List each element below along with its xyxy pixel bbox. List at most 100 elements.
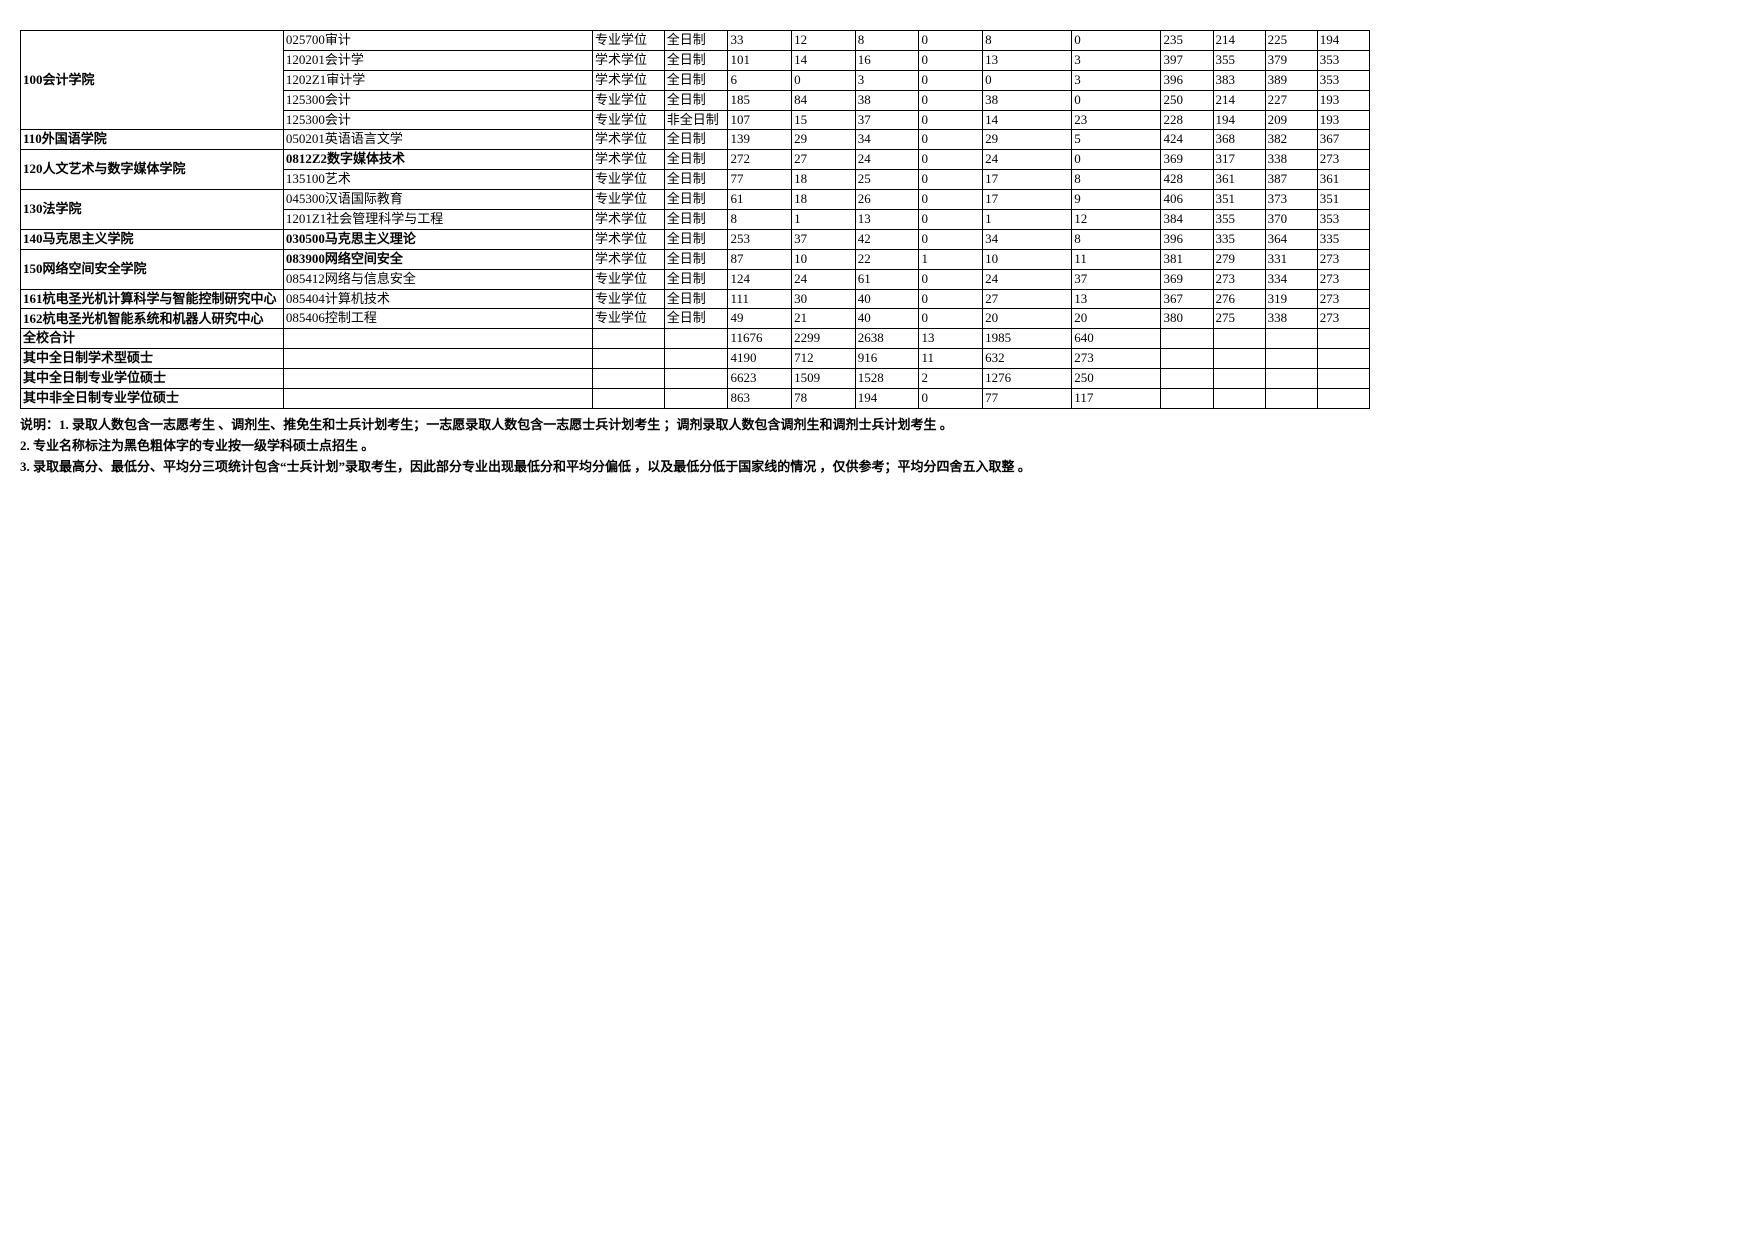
value-cell [1161,369,1213,389]
value-cell: 38 [855,90,919,110]
value-cell: 3 [855,70,919,90]
study-mode-cell: 全日制 [664,170,728,190]
value-cell: 13 [983,50,1072,70]
value-cell: 21 [792,309,856,329]
value-cell: 0 [919,389,983,409]
table-row: 162杭电圣光机智能系统和机器人研究中心085406控制工程专业学位全日制492… [21,309,1370,329]
dept-cell: 100会计学院 [21,31,284,130]
value-cell: 276 [1213,289,1265,309]
value-cell: 0 [919,309,983,329]
degree-type-cell: 专业学位 [593,110,665,130]
empty-cell [664,369,728,389]
value-cell: 10 [983,249,1072,269]
value-cell: 0 [919,150,983,170]
value-cell: 214 [1213,90,1265,110]
value-cell: 124 [728,269,792,289]
value-cell: 338 [1265,309,1317,329]
note-line: 说明：1. 录取人数包含一志愿考生 、调剂生、推免生和士兵计划考生；一志愿录取人… [20,415,1370,436]
value-cell: 863 [728,389,792,409]
value-cell: 29 [792,130,856,150]
empty-cell [664,349,728,369]
value-cell: 139 [728,130,792,150]
value-cell: 0 [919,210,983,230]
study-mode-cell: 全日制 [664,210,728,230]
degree-type-cell: 学术学位 [593,229,665,249]
empty-cell [283,329,592,349]
value-cell: 2299 [792,329,856,349]
value-cell: 351 [1213,190,1265,210]
value-cell: 14 [792,50,856,70]
value-cell: 10 [792,249,856,269]
value-cell: 8 [983,31,1072,51]
value-cell: 273 [1317,269,1369,289]
degree-type-cell: 专业学位 [593,170,665,190]
value-cell: 13 [919,329,983,349]
value-cell: 8 [1072,170,1161,190]
value-cell: 0 [919,130,983,150]
value-cell: 250 [1072,369,1161,389]
value-cell: 61 [855,269,919,289]
value-cell: 25 [855,170,919,190]
value-cell: 18 [792,190,856,210]
value-cell: 355 [1213,210,1265,230]
value-cell [1213,329,1265,349]
value-cell: 24 [983,150,1072,170]
value-cell: 61 [728,190,792,210]
value-cell: 0 [919,289,983,309]
value-cell [1213,349,1265,369]
major-cell: 135100艺术 [283,170,592,190]
summary-label: 其中全日制专业学位硕士 [21,369,284,389]
value-cell: 355 [1213,50,1265,70]
value-cell: 34 [983,229,1072,249]
value-cell: 382 [1265,130,1317,150]
value-cell: 193 [1317,110,1369,130]
value-cell: 225 [1265,31,1317,51]
value-cell [1161,349,1213,369]
empty-cell [664,329,728,349]
value-cell: 16 [855,50,919,70]
degree-type-cell: 专业学位 [593,269,665,289]
study-mode-cell: 全日制 [664,269,728,289]
value-cell: 111 [728,289,792,309]
value-cell: 194 [1213,110,1265,130]
major-cell: 085404计算机技术 [283,289,592,309]
value-cell: 0 [1072,150,1161,170]
value-cell: 361 [1317,170,1369,190]
value-cell [1265,389,1317,409]
study-mode-cell: 全日制 [664,249,728,269]
value-cell: 632 [983,349,1072,369]
value-cell: 84 [792,90,856,110]
value-cell [1265,329,1317,349]
table-row: 120人文艺术与数字媒体学院0812Z2数字媒体技术学术学位全日制2722724… [21,150,1370,170]
value-cell: 77 [728,170,792,190]
value-cell: 37 [1072,269,1161,289]
major-cell: 030500马克思主义理论 [283,229,592,249]
degree-type-cell: 学术学位 [593,150,665,170]
value-cell: 0 [1072,90,1161,110]
value-cell: 273 [1317,249,1369,269]
study-mode-cell: 全日制 [664,130,728,150]
degree-type-cell: 学术学位 [593,70,665,90]
value-cell: 1 [919,249,983,269]
value-cell: 185 [728,90,792,110]
value-cell [1161,329,1213,349]
value-cell: 1 [983,210,1072,230]
value-cell [1161,389,1213,409]
degree-type-cell: 学术学位 [593,130,665,150]
degree-type-cell: 专业学位 [593,309,665,329]
table-row: 110外国语学院050201英语语言文学学术学位全日制1392934029542… [21,130,1370,150]
dept-cell: 140马克思主义学院 [21,229,284,249]
value-cell: 279 [1213,249,1265,269]
value-cell: 37 [792,229,856,249]
major-cell: 085412网络与信息安全 [283,269,592,289]
value-cell: 712 [792,349,856,369]
value-cell: 29 [983,130,1072,150]
major-cell: 045300汉语国际教育 [283,190,592,210]
major-cell: 125300会计 [283,110,592,130]
value-cell: 396 [1161,70,1213,90]
degree-type-cell: 专业学位 [593,31,665,51]
value-cell: 369 [1161,269,1213,289]
study-mode-cell: 全日制 [664,190,728,210]
major-cell: 1202Z1审计学 [283,70,592,90]
empty-cell [664,389,728,409]
